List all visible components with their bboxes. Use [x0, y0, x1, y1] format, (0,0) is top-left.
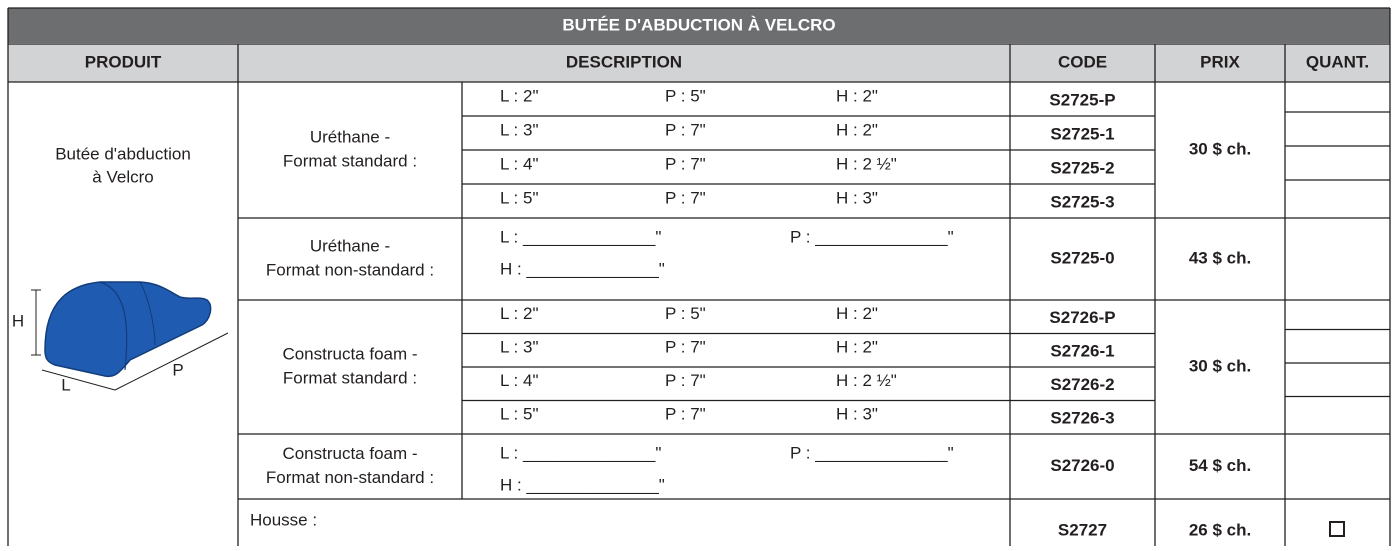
cell-text: DESCRIPTION	[566, 52, 682, 71]
cell-text: Butée d'abduction	[55, 144, 191, 163]
cell-text: 30 $ ch.	[1189, 139, 1251, 158]
cell-text: H : 2"	[836, 120, 878, 139]
cell-text: PRIX	[1200, 52, 1240, 71]
cell-text: L : ______________"	[500, 443, 661, 462]
cell-text: H : 2"	[836, 86, 878, 105]
cell-text: S2725-2	[1050, 158, 1114, 177]
cell-text: P	[172, 360, 183, 379]
cell-text: H : ______________"	[500, 259, 665, 278]
cell-text: H : 3"	[836, 188, 878, 207]
product-image	[31, 281, 229, 391]
cell-text: H : ______________"	[500, 475, 665, 494]
cell-text: H	[12, 311, 24, 330]
cell-text: L : ______________"	[500, 227, 661, 246]
cell-text: Format non-standard :	[266, 260, 434, 279]
cell-text: Constructa foam -	[282, 444, 417, 463]
cell-text: Uréthane -	[310, 127, 390, 146]
cell-text: H : 2"	[836, 338, 878, 357]
dim-line	[31, 289, 41, 356]
cell-text: L : 3"	[500, 120, 538, 139]
cell-text: 43 $ ch.	[1189, 248, 1251, 267]
abduction-wedge	[44, 281, 212, 378]
cell-text: Housse :	[250, 510, 317, 529]
cell-text: P : ______________"	[790, 227, 954, 246]
cell-text: P : 7"	[665, 188, 706, 207]
cell-text: P : 5"	[665, 86, 706, 105]
cell-text: S2725-3	[1050, 192, 1114, 211]
cell-text: P : 7"	[665, 120, 706, 139]
cell-text: à Velcro	[92, 167, 153, 186]
cell-text: P : ______________"	[790, 443, 954, 462]
cell-text: P : 5"	[665, 304, 706, 323]
cell-text: L : 4"	[500, 371, 538, 390]
wedge-edge	[99, 281, 128, 371]
cell-text: H : 3"	[836, 405, 878, 424]
cell-text: 54 $ ch.	[1189, 456, 1251, 475]
cell-text: S2726-3	[1050, 409, 1114, 428]
checkbox[interactable]	[1329, 521, 1345, 537]
cell-text: L : 3"	[500, 338, 538, 357]
cell-text: Format standard :	[283, 151, 417, 170]
cell-text: PRODUIT	[85, 52, 162, 71]
cell-text: S2725-0	[1050, 248, 1114, 267]
cell-text: QUANT.	[1306, 52, 1369, 71]
dim-line	[41, 332, 229, 391]
cell-text: Format non-standard :	[266, 468, 434, 487]
cell-text: L : 2"	[500, 304, 538, 323]
title-bar	[8, 8, 1390, 43]
cell-text: L	[61, 375, 70, 394]
cell-text: 26 $ ch.	[1189, 520, 1251, 539]
cell-text: H : 2"	[836, 304, 878, 323]
cell-text: P : 7"	[665, 338, 706, 357]
cell-text: P : 7"	[665, 371, 706, 390]
cell-text: S2725-1	[1050, 124, 1114, 143]
cell-text: S2727	[1058, 520, 1107, 539]
wedge-edge	[139, 281, 156, 346]
cell-text: L : 5"	[500, 188, 538, 207]
header-bar	[8, 44, 1390, 82]
cell-text: Format standard :	[283, 368, 417, 387]
cell-text: Constructa foam -	[282, 344, 417, 363]
cell-text: H : 2 ½"	[836, 154, 897, 173]
cell-text: S2726-1	[1050, 342, 1114, 361]
cell-text: S2726-P	[1049, 308, 1115, 327]
cell-text: L : 2"	[500, 86, 538, 105]
cell-text: L : 4"	[500, 154, 538, 173]
cell-text: S2726-2	[1050, 375, 1114, 394]
cell-text: 30 $ ch.	[1189, 356, 1251, 375]
cell-text: Uréthane -	[310, 236, 390, 255]
cell-text: L : 5"	[500, 405, 538, 424]
cell-text: S2725-P	[1049, 90, 1115, 109]
cell-text: H : 2 ½"	[836, 371, 897, 390]
cell-text: CODE	[1058, 52, 1107, 71]
cell-text: S2726-0	[1050, 456, 1114, 475]
cell-text: P : 7"	[665, 405, 706, 424]
form-title: BUTÉE D'ABDUCTION À VELCRO	[562, 15, 835, 34]
cell-text: P : 7"	[665, 154, 706, 173]
